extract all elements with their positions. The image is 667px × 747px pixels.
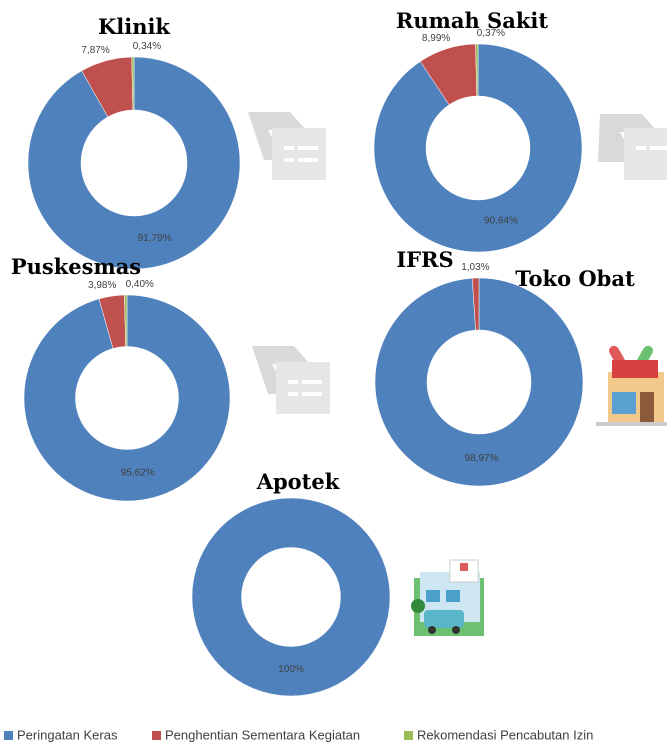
donut-slice [373,43,583,253]
value-label: 0,34% [133,41,161,52]
chart-title: Apotek [256,469,340,494]
value-label: 98,97% [465,453,499,464]
value-label: 3,98% [88,280,116,291]
donut-slice [472,277,480,331]
chart-subtitle: Toko Obat [515,266,635,291]
legend-swatch [404,731,413,740]
value-label: 100% [278,664,304,675]
doc-icon [598,114,667,180]
value-label: 91,79% [138,233,172,244]
value-label: 8,99% [422,33,450,44]
donut-slice [475,43,479,97]
legend-label: Penghentian Sementara Kegiatan [165,727,360,742]
chart-title: Puskesmas [11,254,141,279]
value-label: 90,64% [484,216,518,227]
legend-swatch [4,731,13,740]
donut-slice [131,56,135,111]
value-label: 0,37% [477,28,505,39]
legend-label: Rekomendasi Pencabutan Izin [417,727,593,742]
value-label: 1,03% [461,262,489,273]
chart-title: IFRS [396,247,453,272]
value-label: 7,87% [81,45,109,56]
donut-slice [374,277,584,487]
doc-icon [252,346,330,414]
value-label: 95,62% [121,468,155,479]
legend-swatch [152,731,161,740]
value-label: 0,40% [126,279,154,290]
chart-title: Klinik [98,14,170,39]
puskesmas-icon [411,559,484,636]
legend-label: Peringatan Keras [17,727,118,742]
donut-slice [191,497,391,697]
donut-slice [124,294,128,347]
donut-slice [23,294,231,502]
doc-icon [248,112,326,180]
chart-title: Rumah Sakit [396,8,548,33]
donut-slice [27,56,241,270]
drug-store-icon [596,345,667,426]
